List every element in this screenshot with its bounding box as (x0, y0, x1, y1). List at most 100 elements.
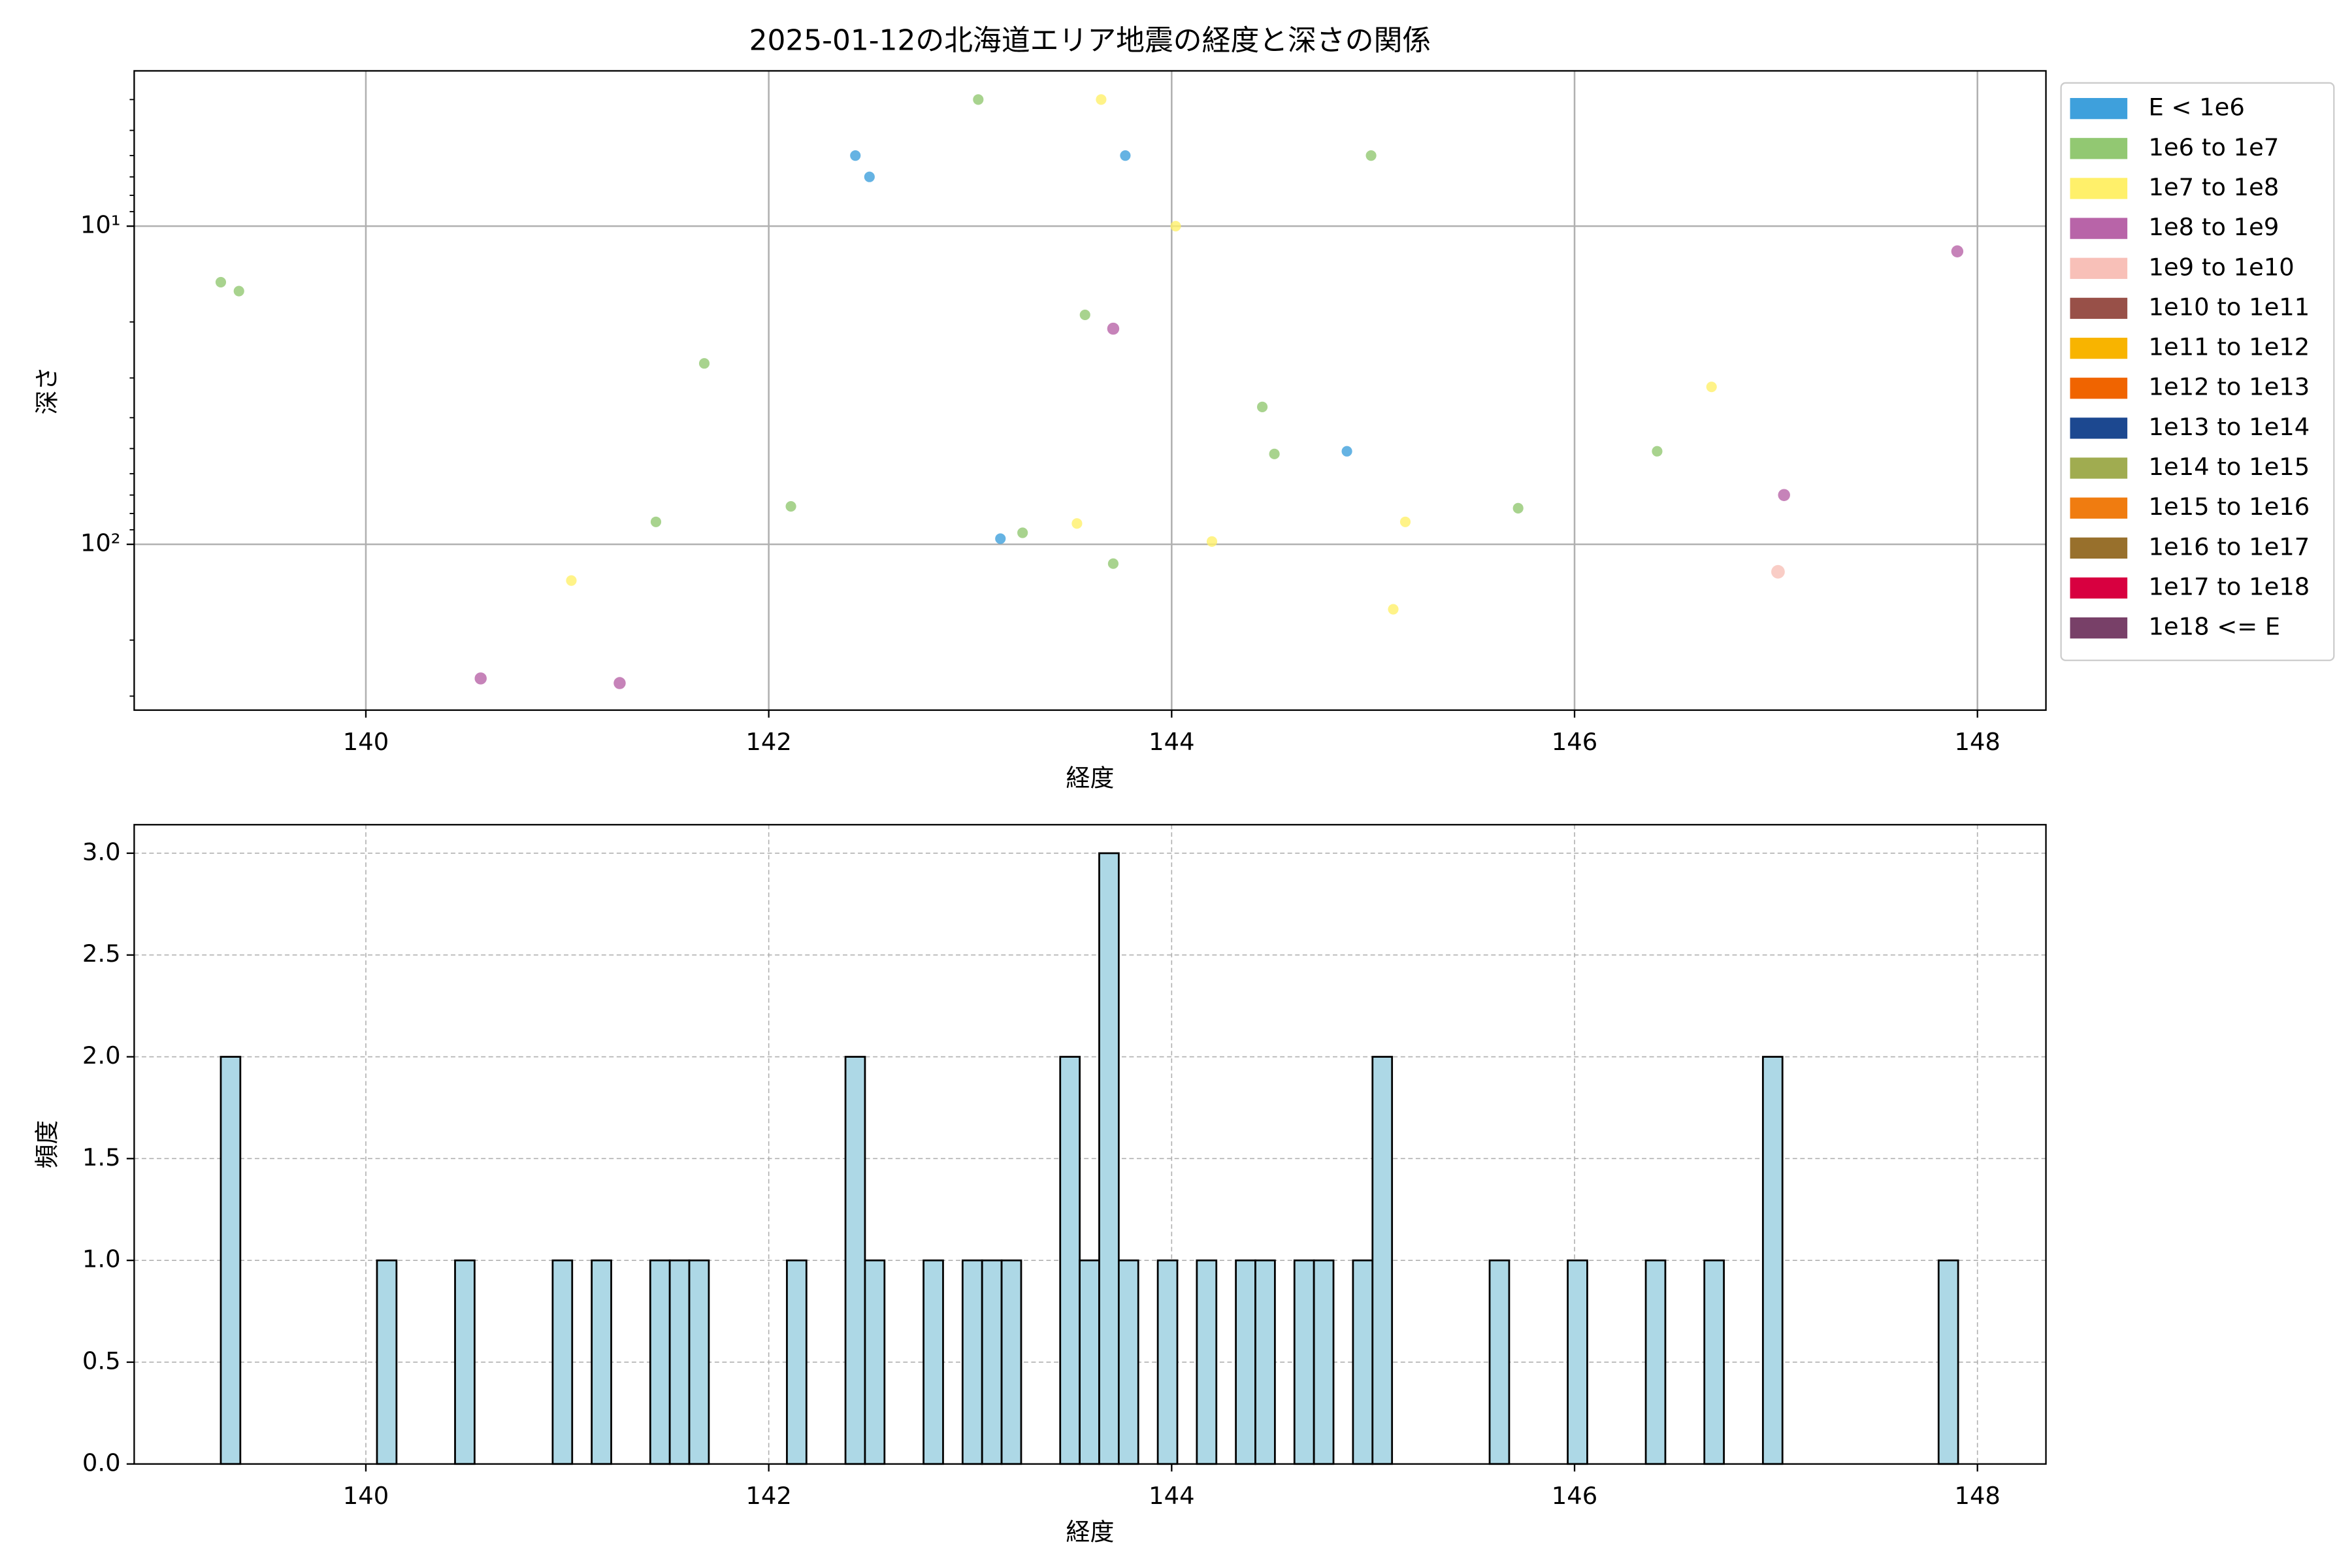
legend-label: E < 1e6 (2148, 93, 2244, 122)
chart-title: 2025-01-12の北海道エリア地震の経度と深さの関係 (749, 24, 1431, 57)
histogram-bar (786, 1259, 808, 1465)
x-tick-label: 148 (1954, 728, 2000, 756)
histogram-bar (1371, 1056, 1394, 1465)
legend-swatch (2070, 257, 2128, 279)
legend-swatch (2070, 378, 2128, 399)
legend-swatch (2070, 98, 2128, 120)
scatter-point (1365, 150, 1377, 161)
legend-label: 1e15 to 1e16 (2148, 493, 2310, 521)
y-tick-label: 2.0 (82, 1041, 121, 1070)
legend-swatch (2070, 497, 2128, 519)
x-tick-label: 148 (1954, 1482, 2000, 1510)
x-tick-label: 144 (1149, 1482, 1194, 1510)
histogram-bar (1761, 1056, 1784, 1465)
legend-box (2060, 82, 2335, 661)
x-tick-label: 142 (745, 1482, 791, 1510)
legend-swatch (2070, 218, 2128, 239)
axes-frame (133, 70, 2047, 711)
x-tick-label: 142 (745, 728, 791, 756)
scatter-point (1257, 401, 1268, 412)
y-tick-label: 10¹ (80, 211, 121, 239)
points (215, 94, 1964, 689)
scatter-point (850, 150, 861, 161)
legend-swatch (2070, 297, 2128, 319)
x-tick-label: 144 (1149, 728, 1194, 756)
legend-label: 1e12 to 1e13 (2148, 373, 2310, 401)
y-tick-label: 10² (80, 529, 121, 557)
legend-swatch (2070, 138, 2128, 159)
histogram-bar (1098, 852, 1120, 1465)
y-tick-label: 0.5 (82, 1347, 121, 1375)
legend-label: 1e13 to 1e14 (2148, 413, 2310, 441)
scatter-point (864, 171, 875, 182)
scatter-point (1071, 518, 1083, 529)
x-axis-label: 経度 (1066, 1518, 1115, 1546)
x-tick-label: 140 (343, 728, 389, 756)
scatter-point (1778, 489, 1790, 501)
scatter-point (566, 575, 577, 586)
histogram-bar (864, 1259, 886, 1465)
scatter-point (1388, 604, 1399, 615)
scatter-point (215, 276, 227, 287)
scatter-point (650, 516, 662, 527)
scatter-point (1269, 448, 1280, 459)
x-tick-label: 146 (1552, 1482, 1597, 1510)
legend-swatch (2070, 457, 2128, 479)
y-tick-label: 1.0 (82, 1245, 121, 1273)
histogram-bar (981, 1259, 1003, 1465)
histogram-bar (1488, 1259, 1511, 1465)
legend-label: 1e16 to 1e17 (2148, 532, 2310, 561)
legend-label: 1e14 to 1e15 (2148, 453, 2310, 481)
scatter-point (1771, 564, 1785, 579)
scatter-point (1512, 502, 1524, 514)
histogram-bar (1703, 1259, 1725, 1465)
histogram-bar (1156, 1259, 1179, 1465)
legend-swatch (2070, 537, 2128, 559)
scatter-point (785, 501, 796, 512)
histogram-bar (1196, 1259, 1218, 1465)
legend-label: 1e11 to 1e12 (2148, 333, 2310, 361)
y-tick-label: 2.5 (82, 939, 121, 968)
histogram-bar (591, 1259, 612, 1465)
scatter-point (613, 677, 626, 689)
axes-frame (133, 824, 2047, 1465)
scatter-point (1652, 446, 1663, 457)
histogram-bar (668, 1259, 691, 1465)
scatter-point (973, 94, 984, 105)
histogram-bar (1352, 1259, 1374, 1465)
scatter-point (1017, 527, 1028, 538)
histogram-bar (649, 1259, 671, 1465)
histogram-bar (1079, 1259, 1100, 1465)
histogram-bar (1293, 1259, 1315, 1465)
histogram-bar (1000, 1259, 1022, 1465)
scatter-point (474, 672, 487, 685)
histogram-bar (688, 1259, 710, 1465)
legend-swatch (2070, 178, 2128, 199)
x-tick-label: 146 (1552, 728, 1597, 756)
histogram-bar (923, 1259, 944, 1465)
scatter-point (1096, 94, 1107, 105)
histogram-bar (454, 1259, 476, 1465)
histogram-bar (1059, 1056, 1081, 1465)
y-axis-label: 深さ (33, 367, 61, 415)
histogram-bar (1235, 1259, 1256, 1465)
legend-label: 1e18 <= E (2148, 613, 2280, 641)
scatter-point (1341, 446, 1352, 457)
legend-label: 1e7 to 1e8 (2148, 173, 2279, 201)
histogram-bar (1937, 1259, 1959, 1465)
y-tick-label: 3.0 (82, 838, 121, 866)
legend-swatch (2070, 337, 2128, 359)
legend-label: 1e17 to 1e18 (2148, 573, 2310, 601)
histogram-bar (1567, 1259, 1588, 1465)
legend-swatch (2070, 417, 2128, 439)
histogram-bar (551, 1259, 574, 1465)
histogram-bar (1117, 1259, 1139, 1465)
scatter-point (698, 358, 710, 369)
scatter-point (1206, 536, 1218, 547)
x-axis-label: 経度 (1066, 764, 1115, 792)
scatter-point (233, 286, 244, 297)
scatter-point (1951, 245, 1964, 257)
histogram-bar (961, 1259, 983, 1465)
histogram-bar (1313, 1259, 1335, 1465)
